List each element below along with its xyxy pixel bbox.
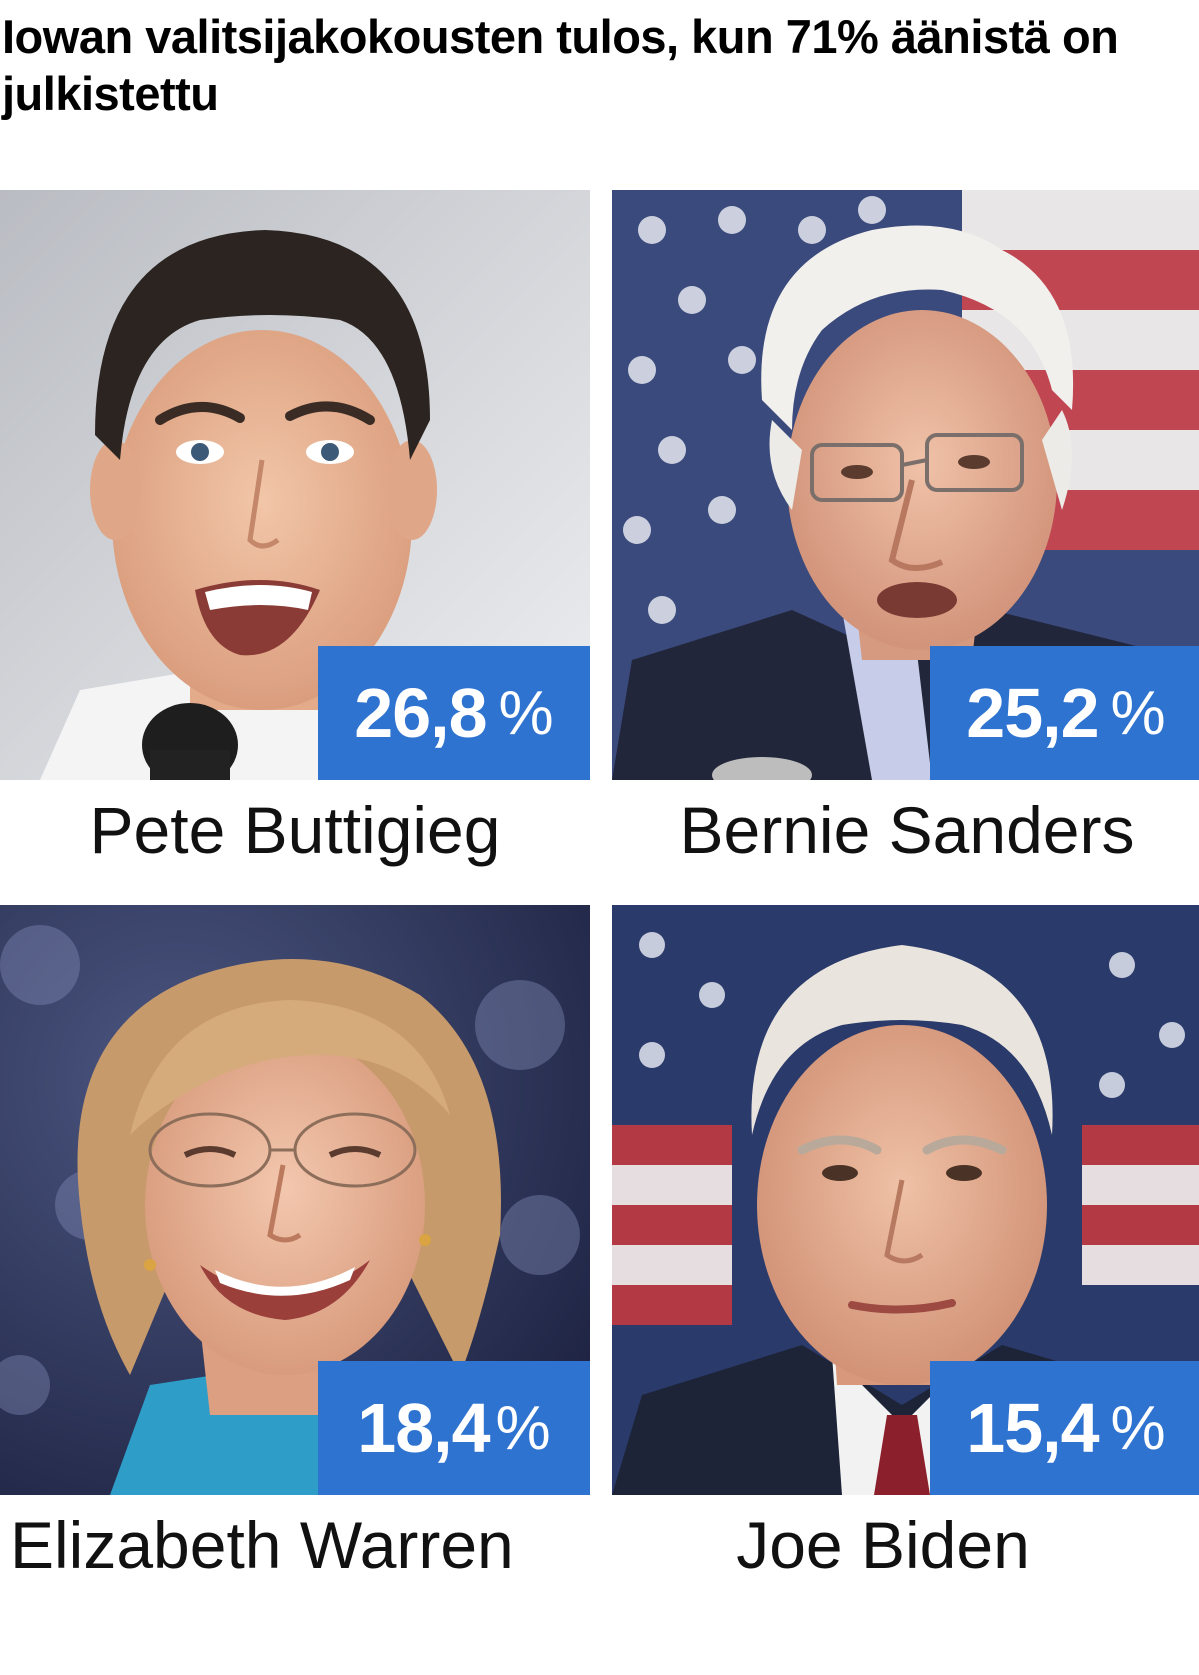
percentage-value: 25,2 [966,674,1099,752]
candidate-name: Bernie Sanders [679,793,1135,867]
percentage-badge: 26,8% [318,646,590,780]
candidate-card-sanders: 25,2% [612,190,1199,780]
candidate-name: Joe Biden [736,1508,1030,1582]
candidate-name: Elizabeth Warren [10,1508,514,1582]
percent-sign: % [498,678,554,748]
percentage-value: 15,4 [966,1389,1099,1467]
percentage-badge: 15,4% [930,1361,1199,1495]
headline: Iowan valitsijakokousten tulos, kun 71% … [2,10,1119,120]
candidate-card-buttigieg: 26,8% [0,190,590,780]
candidate-card-biden: 15,4% [612,905,1199,1495]
percent-sign: % [495,1393,551,1463]
candidate-card-warren: 18,4% [0,905,590,1495]
percentage-value: 18,4 [357,1389,490,1467]
percent-sign: % [1110,1393,1166,1463]
percentage-value: 26,8 [354,674,487,752]
percentage-badge: 25,2% [930,646,1199,780]
percentage-badge: 18,4% [318,1361,590,1495]
percent-sign: % [1110,678,1166,748]
candidate-name: Pete Buttigieg [89,793,501,867]
